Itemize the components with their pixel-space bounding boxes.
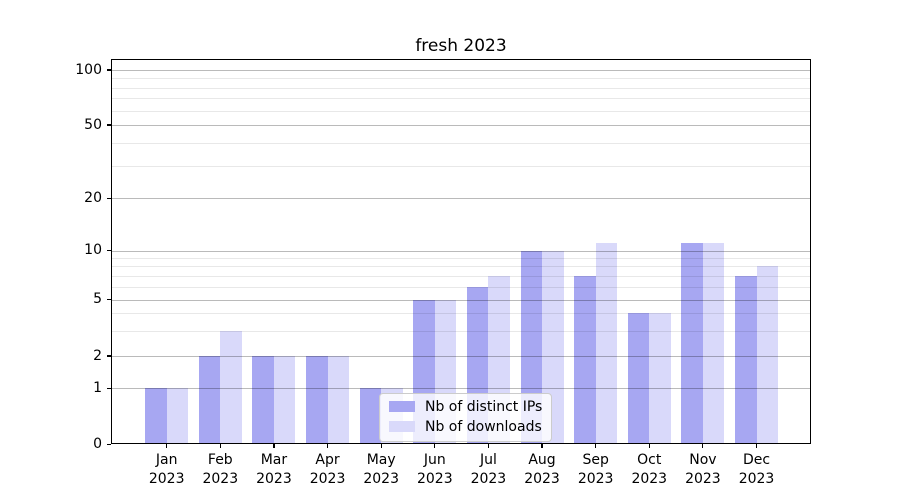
gridline-minor (112, 275, 810, 277)
x-tick-mark (380, 444, 382, 449)
legend-label: Nb of distinct IPs (425, 398, 543, 415)
x-tick-mark (487, 444, 489, 449)
x-tick-label-may: May 2023 (363, 452, 399, 488)
legend-swatch-downloads (389, 421, 415, 432)
y-tick-mark (107, 250, 111, 252)
bar-mar-downloads (273, 356, 296, 445)
gridline-minor (112, 78, 810, 80)
x-tick-label-feb: Feb 2023 (202, 452, 239, 488)
bar-feb-ips (198, 356, 221, 445)
x-tick-mark (595, 444, 597, 449)
y-tick-label: 10 (84, 242, 102, 259)
x-tick-label-jul: Jul 2023 (470, 452, 507, 488)
bar-dec-downloads (756, 266, 779, 445)
gridline-minor (112, 258, 810, 260)
y-tick-label: 50 (84, 116, 102, 133)
bar-apr-ips (306, 356, 328, 445)
bar-sep-downloads (595, 243, 618, 445)
gridline-minor (112, 330, 810, 332)
gridline-minor (112, 142, 810, 144)
y-tick-label: 5 (93, 291, 102, 307)
gridline-minor (112, 165, 810, 167)
y-tick-label: 2 (93, 347, 102, 364)
axis-spine-left (111, 58, 113, 445)
gridline-minor (112, 110, 810, 112)
axis-spine-bottom (111, 443, 811, 445)
y-tick-mark (107, 69, 111, 71)
bar-apr-downloads (327, 356, 350, 445)
x-tick-mark (541, 444, 543, 449)
bar-nov-downloads (702, 243, 725, 445)
x-tick-label-jun: Jun 2023 (416, 452, 453, 488)
gridline-major (112, 125, 810, 126)
x-tick-mark (648, 444, 650, 449)
chart-title: fresh 2023 (415, 36, 507, 56)
grid-layer (111, 59, 811, 445)
gridline-major (112, 299, 810, 301)
x-tick-mark (326, 444, 329, 449)
gridline-major (112, 250, 810, 252)
bar-oct-ips (627, 313, 650, 445)
gridline-minor (112, 87, 810, 89)
x-tick-label-aug: Aug 2023 (524, 452, 560, 488)
bar-nov-ips (681, 243, 703, 445)
gridline-major (112, 198, 810, 200)
y-tick-label: 20 (84, 189, 102, 206)
plot-area (111, 58, 811, 445)
bar-feb-downloads (220, 330, 242, 445)
y-tick-mark (107, 124, 111, 126)
y-tick-mark (107, 355, 111, 357)
bar-oct-downloads (649, 313, 671, 445)
y-tick-mark (107, 443, 111, 445)
y-tick-label: 1 (93, 379, 102, 396)
axis-spine-right (809, 58, 811, 445)
x-tick-mark (166, 444, 168, 449)
gridline-minor (112, 266, 810, 268)
bar-mar-ips (252, 356, 274, 445)
axis-spine-top (111, 58, 811, 60)
gridline-major (112, 356, 810, 357)
bar-may-ips (359, 388, 382, 445)
x-tick-mark (702, 444, 704, 449)
bar-dec-ips (735, 275, 757, 445)
bar-jan-downloads (166, 388, 189, 445)
bar-jan-ips (145, 388, 167, 445)
legend-swatch-distinct-ips (389, 401, 415, 412)
legend-label: Nb of downloads (425, 418, 542, 435)
y-tick-mark (107, 387, 111, 389)
legend: Nb of distinct IPs Nb of downloads (379, 392, 553, 442)
x-tick-label-apr: Apr 2023 (309, 452, 346, 488)
x-tick-label-nov: Nov 2023 (685, 452, 721, 488)
x-tick-label-jan: Jan 2023 (148, 452, 185, 488)
y-tick-mark (107, 197, 111, 199)
x-tick-mark (273, 444, 275, 449)
gridline-minor (112, 286, 810, 288)
x-tick-mark (434, 444, 436, 449)
x-tick-mark (755, 444, 758, 449)
x-tick-label-sep: Sep 2023 (577, 452, 614, 488)
gridline-minor (112, 313, 810, 315)
y-tick-mark (107, 298, 111, 301)
legend-row: Nb of distinct IPs (389, 399, 542, 415)
x-tick-mark (219, 444, 221, 449)
x-tick-label-mar: Mar 2023 (256, 452, 292, 488)
x-tick-label-oct: Oct 2023 (631, 452, 668, 488)
bar-sep-ips (574, 275, 596, 445)
x-tick-label-dec: Dec 2023 (738, 452, 775, 488)
gridline-major (112, 70, 810, 71)
gridline-minor (112, 98, 810, 100)
legend-row: Nb of downloads (389, 419, 542, 435)
gridline-major (112, 388, 810, 390)
y-tick-label: 100 (75, 61, 102, 78)
y-tick-label: 0 (93, 435, 102, 452)
